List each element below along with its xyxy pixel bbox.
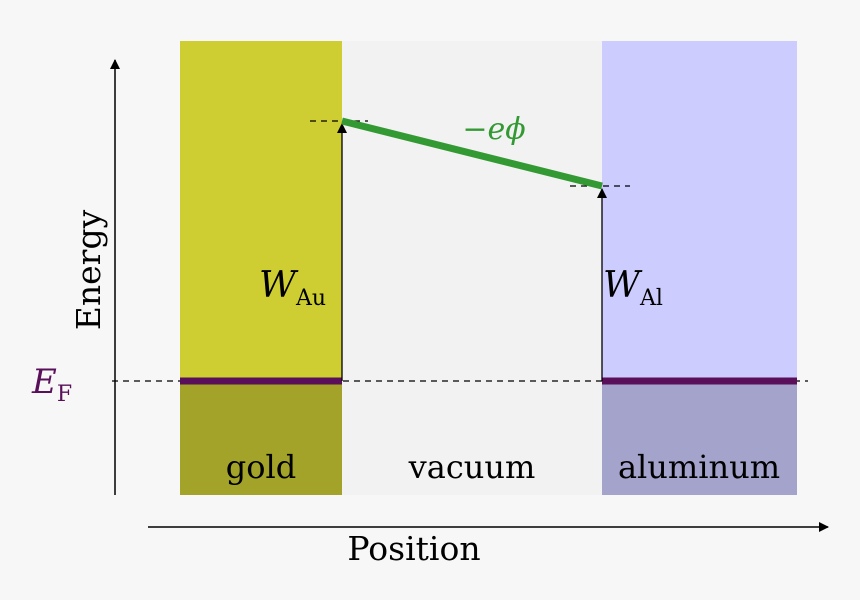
vacuum-region-label: vacuum [408, 448, 536, 486]
aluminum-work-function-symbol: W [603, 265, 643, 306]
aluminum-work-function-label: WAl [603, 265, 663, 311]
aluminum-work-function-subscript: Al [639, 286, 663, 311]
vacuum-region [342, 41, 602, 495]
aluminum-upper-region [602, 41, 797, 381]
gold-work-function-subscript: Au [295, 286, 326, 311]
potential-drop-line [341, 117, 603, 190]
gold-upper-region [180, 41, 342, 381]
energy-axis-label: Energy [69, 209, 108, 330]
gold-region-label: gold [226, 448, 296, 486]
gold-work-function-label: WAu [259, 265, 326, 311]
fermi-level-subscript: F [57, 382, 72, 407]
fermi-level-label: EF [31, 362, 72, 407]
aluminum-region-label: aluminum [618, 448, 780, 486]
potential-drop-label: −eϕ [462, 112, 525, 147]
fermi-level-symbol: E [31, 362, 57, 402]
position-axis-label: Position [347, 529, 480, 568]
gold-lower-region [180, 381, 342, 495]
gold-work-function-symbol: W [259, 265, 299, 306]
aluminum-lower-region [602, 381, 797, 495]
